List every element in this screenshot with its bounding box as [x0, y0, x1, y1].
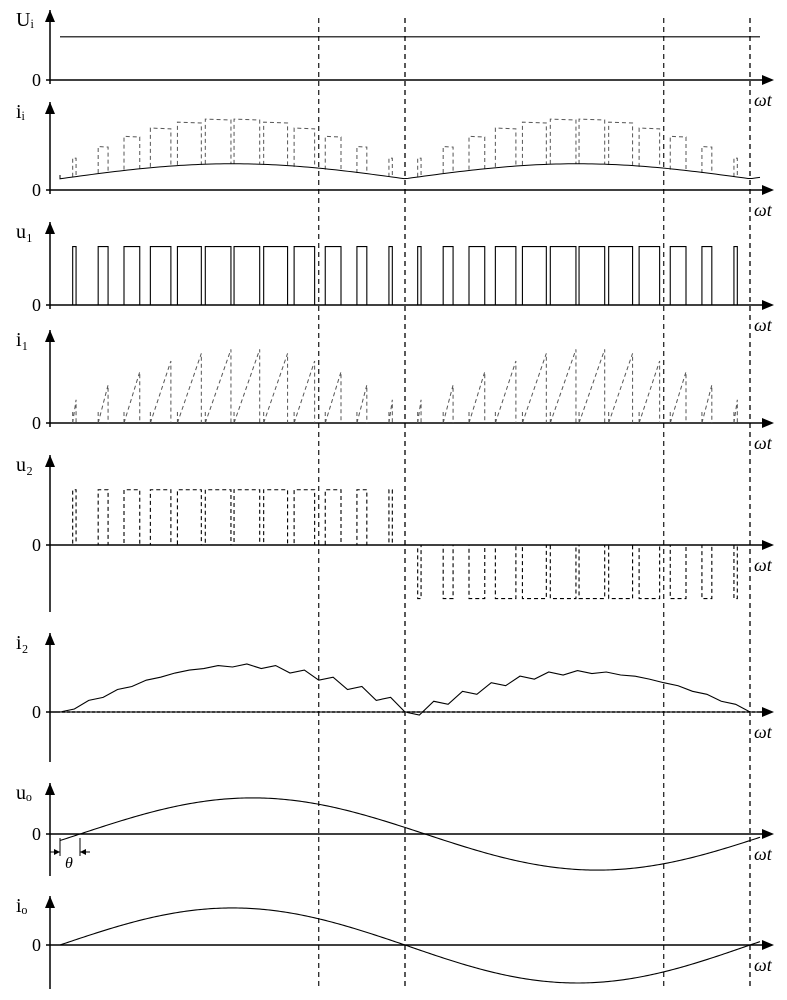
waveform-diagram: Uᵢ0ωtiᵢ0ωtu₁0ωti₁0ωtu₂0ωti₂0ωtuₒ0ωtθiₒ0ω… [0, 0, 787, 1000]
svg-text:ωt: ωt [754, 555, 773, 575]
svg-text:0: 0 [32, 180, 41, 200]
svg-text:ωt: ωt [754, 955, 773, 975]
svg-text:ωt: ωt [754, 90, 773, 110]
svg-text:0: 0 [32, 70, 41, 90]
svg-text:iₒ: iₒ [16, 895, 28, 917]
svg-text:0: 0 [32, 824, 41, 844]
svg-text:i₁: i₁ [16, 329, 29, 351]
svg-text:u₁: u₁ [16, 221, 33, 243]
svg-text:0: 0 [32, 535, 41, 555]
svg-text:uₒ: uₒ [16, 782, 32, 804]
svg-text:ωt: ωt [754, 315, 773, 335]
svg-text:ωt: ωt [754, 844, 773, 864]
svg-text:i₂: i₂ [16, 632, 29, 654]
svg-text:iᵢ: iᵢ [16, 101, 26, 123]
svg-text:0: 0 [32, 935, 41, 955]
svg-text:u₂: u₂ [16, 454, 33, 476]
svg-text:0: 0 [32, 413, 41, 433]
svg-text:ωt: ωt [754, 200, 773, 220]
svg-text:ωt: ωt [754, 433, 773, 453]
svg-text:ωt: ωt [754, 722, 773, 742]
waveform-svg: Uᵢ0ωtiᵢ0ωtu₁0ωti₁0ωtu₂0ωti₂0ωtuₒ0ωtθiₒ0ω… [0, 0, 787, 1000]
svg-text:0: 0 [32, 295, 41, 315]
svg-text:θ: θ [65, 855, 73, 872]
svg-text:0: 0 [32, 702, 41, 722]
svg-text:Uᵢ: Uᵢ [16, 9, 34, 31]
